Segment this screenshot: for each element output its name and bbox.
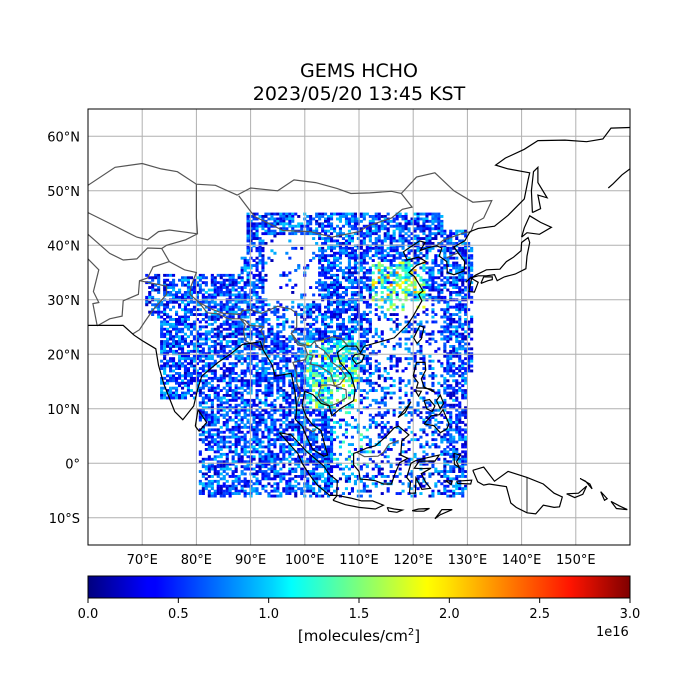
colorbar-tick-label: 1.0	[258, 607, 279, 622]
coastline-segment	[600, 491, 609, 502]
colorbar	[87, 575, 631, 599]
coastline-segment	[411, 507, 430, 512]
coastlines	[88, 126, 630, 520]
coastline-segment	[610, 500, 628, 511]
coastline-segment	[351, 353, 366, 365]
coastline-segment	[194, 408, 208, 433]
lon-tick-label: 80°E	[181, 553, 212, 568]
coastline-segment	[353, 425, 410, 485]
colorbar-exponent: 1e16	[596, 625, 629, 640]
coastline-segment	[472, 466, 564, 515]
border-segment	[88, 212, 198, 241]
border-segment	[169, 261, 349, 347]
coastline-segment	[412, 361, 436, 393]
colorbar-unit-label: [molecules/cm2]	[88, 627, 630, 645]
border-segment	[238, 193, 414, 238]
coastline-segment	[445, 480, 454, 486]
coastline-segment	[566, 485, 588, 499]
coastline-segment	[423, 408, 450, 434]
coastline-segment	[607, 136, 630, 189]
lat-tick-label: 50°N	[47, 185, 80, 200]
lon-tick-label: 150°E	[556, 553, 596, 568]
lon-tick-label: 140°E	[502, 553, 542, 568]
coastline-segment	[423, 398, 436, 413]
unit-prefix: [molecules/cm	[297, 627, 408, 645]
lon-tick-label: 90°E	[235, 553, 266, 568]
graticule	[88, 109, 630, 545]
lon-tick-label: 70°E	[127, 553, 158, 568]
colorbar-tick-label: 3.0	[620, 607, 641, 622]
lon-tick-label: 130°E	[448, 553, 488, 568]
border-segment	[132, 280, 168, 335]
border-segment	[305, 427, 317, 433]
border-segment	[356, 439, 399, 458]
border-segment	[198, 302, 241, 320]
lon-tick-label: 120°E	[393, 553, 433, 568]
coastline-segment	[386, 506, 405, 513]
colorbar-ticks: 0.0 0.5 1.0 1.5 2.0 2.5 3.0	[78, 598, 641, 622]
lat-tick-label: 30°N	[47, 294, 80, 309]
border-segment	[239, 318, 266, 351]
colorbar-tick-label: 2.5	[529, 607, 550, 622]
border-segment	[446, 252, 459, 259]
coastline-segment	[406, 454, 441, 494]
border-segment	[88, 184, 199, 261]
map-title-product: GEMS HCHO	[299, 60, 419, 82]
border-segment	[88, 162, 493, 233]
coastline-segment	[434, 509, 453, 520]
coastline-segment	[414, 390, 423, 398]
border-segment	[307, 340, 347, 387]
latitude-labels: 60°N 50°N 40°N 30°N 20°N 10°N 0° 10°S	[47, 130, 80, 527]
unit-suffix: ]	[414, 627, 421, 645]
lat-tick-label: 20°N	[47, 348, 80, 363]
border-segment	[436, 231, 471, 247]
border-segment	[88, 258, 100, 327]
coastline-segment	[579, 477, 593, 490]
coastline-segment	[453, 452, 462, 470]
unit-superscript: 2	[407, 627, 415, 638]
coastline-segment	[465, 236, 531, 293]
lat-tick-label: 60°N	[47, 130, 80, 145]
lat-tick-label: 10°N	[47, 403, 80, 418]
lat-tick-label: 40°N	[47, 239, 80, 254]
map-frame	[87, 108, 631, 546]
coastline-segment	[413, 325, 425, 345]
longitude-labels: 70°E 80°E 90°E 100°E 110°E 120°E 130°E 140°E 150…	[127, 553, 596, 568]
lon-tick-label: 100°E	[285, 553, 325, 568]
colorbar-tick-label: 0.5	[168, 607, 189, 622]
border-segment	[290, 333, 309, 407]
coastline-segment	[435, 393, 445, 411]
colorbar-tick-label: 2.0	[439, 607, 460, 622]
lat-tick-label: 0°	[65, 457, 80, 472]
coastline-segment	[530, 165, 549, 214]
colorbar-tick-label: 1.5	[349, 607, 370, 622]
lon-tick-label: 110°E	[339, 553, 379, 568]
coastline-segment	[456, 479, 473, 485]
map-title-timestamp: 2023/05/20 13:45 KST	[252, 83, 466, 105]
coastline-segment	[88, 126, 630, 457]
country-borders	[88, 162, 528, 514]
border-segment	[317, 384, 348, 407]
lat-tick-label: 10°S	[49, 512, 80, 527]
border-segment	[96, 248, 171, 327]
colorbar-tick-label: 0.0	[78, 607, 99, 622]
coastline-segment	[521, 214, 553, 238]
coastline-segment	[332, 494, 385, 510]
coastline-segment	[480, 276, 493, 284]
coastline-segment	[397, 401, 412, 418]
